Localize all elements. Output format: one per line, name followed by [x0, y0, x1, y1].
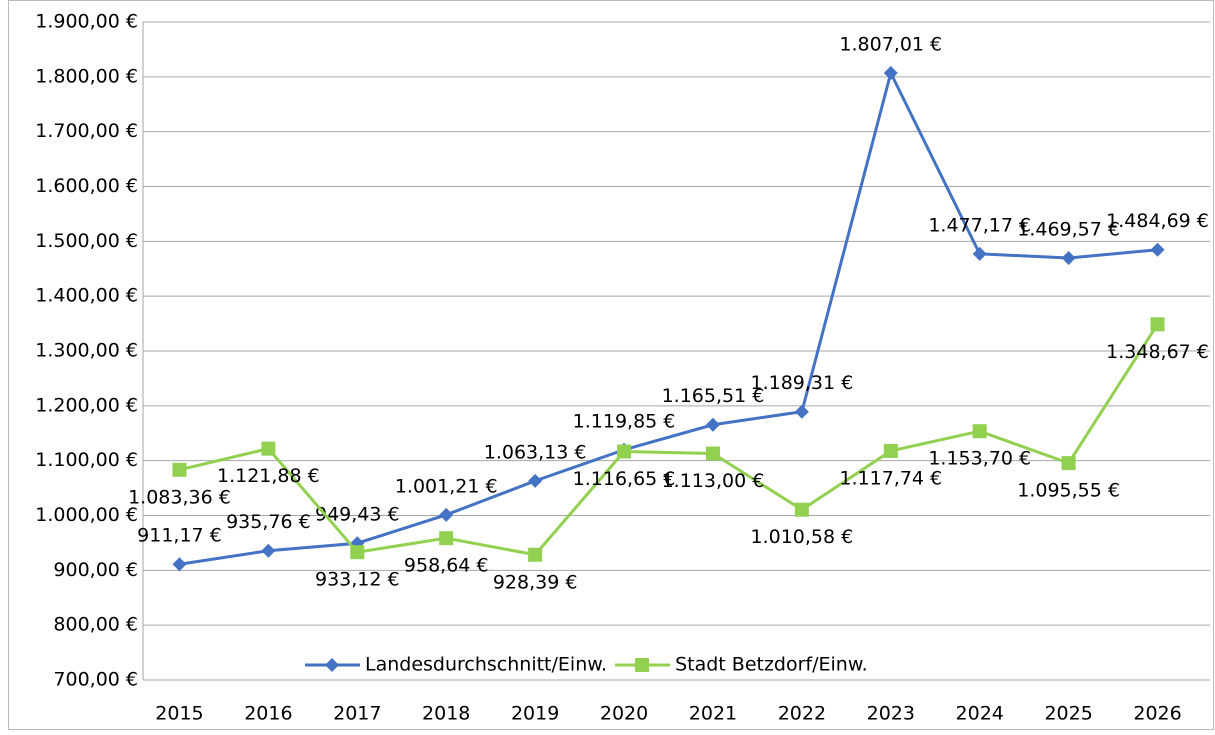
y-tick-label: 800,00 € — [53, 614, 138, 636]
marker — [794, 502, 809, 517]
marker — [1061, 251, 1076, 266]
y-tick-label: 1.600,00 € — [35, 175, 138, 197]
y-tick-label: 1.900,00 € — [35, 11, 138, 33]
marker — [883, 443, 898, 458]
marker — [528, 547, 543, 562]
y-tick-label: 900,00 € — [53, 559, 138, 581]
marker — [172, 462, 187, 477]
x-tick-label: 2017 — [333, 703, 381, 725]
y-tick-label: 1.000,00 € — [35, 504, 138, 526]
marker — [325, 658, 339, 672]
y-tick-label: 1.100,00 € — [35, 449, 138, 471]
data-label: 1.189,31 € — [751, 372, 854, 394]
marker — [439, 531, 454, 546]
data-label: 911,17 € — [137, 525, 222, 547]
marker — [1150, 317, 1165, 332]
marker — [972, 424, 987, 439]
y-tick-label: 1.800,00 € — [35, 65, 138, 87]
marker — [705, 417, 720, 432]
marker — [1150, 242, 1165, 257]
data-label: 933,12 € — [315, 569, 400, 591]
series-line — [179, 68, 1158, 566]
data-label: 1.484,69 € — [1106, 210, 1209, 232]
data-label: 1.083,36 € — [128, 486, 231, 508]
marker — [261, 543, 276, 558]
data-label: 1.165,51 € — [662, 385, 765, 407]
y-tick-label: 1.300,00 € — [35, 340, 138, 362]
marker — [350, 545, 365, 560]
data-label: 949,43 € — [315, 504, 400, 526]
data-label: 1.153,70 € — [928, 448, 1031, 470]
y-tick-label: 700,00 € — [53, 669, 138, 691]
marker — [635, 658, 650, 672]
x-tick-label: 2025 — [1044, 703, 1092, 725]
x-tick-label: 2022 — [778, 703, 826, 725]
data-label: 1.116,65 € — [573, 468, 676, 490]
x-tick-label: 2026 — [1133, 703, 1181, 725]
marker — [261, 441, 276, 456]
data-label: 1.477,17 € — [928, 214, 1031, 236]
marker — [439, 507, 454, 522]
x-tick-label: 2024 — [956, 703, 1004, 725]
data-label: 1.117,74 € — [839, 467, 942, 489]
x-tick-label: 2018 — [422, 703, 470, 725]
data-label: 1.121,88 € — [217, 465, 320, 487]
marker — [172, 557, 187, 572]
data-label: 958,64 € — [404, 555, 489, 577]
x-tick-label: 2015 — [155, 703, 203, 725]
legend-label: Stadt Betzdorf/Einw. — [675, 654, 868, 676]
data-label: 1.063,13 € — [484, 441, 587, 463]
x-tick-label: 2019 — [511, 703, 559, 725]
data-label: 1.469,57 € — [1017, 219, 1120, 241]
data-label: 1.010,58 € — [751, 526, 854, 548]
x-tick-label: 2016 — [244, 703, 292, 725]
data-label: 1.095,55 € — [1017, 480, 1120, 502]
y-tick-label: 1.500,00 € — [35, 230, 138, 252]
marker — [883, 65, 898, 80]
marker — [972, 246, 987, 261]
x-tick-label: 2020 — [600, 703, 648, 725]
marker — [1061, 456, 1076, 471]
marker — [528, 473, 543, 488]
y-tick-label: 1.400,00 € — [35, 285, 138, 307]
chart-frame — [8, 0, 1214, 730]
data-label: 1.807,01 € — [839, 33, 942, 55]
y-tick-label: 1.700,00 € — [35, 120, 138, 142]
series-line — [179, 323, 1159, 557]
marker — [794, 404, 809, 419]
data-label: 928,39 € — [493, 571, 578, 593]
data-label: 935,76 € — [226, 511, 311, 533]
marker — [705, 446, 720, 461]
data-label: 1.113,00 € — [662, 470, 765, 492]
data-label: 1.001,21 € — [395, 475, 498, 497]
marker — [617, 444, 632, 459]
data-label: 1.119,85 € — [573, 410, 676, 432]
x-tick-label: 2021 — [689, 703, 737, 725]
y-tick-label: 1.200,00 € — [35, 394, 138, 416]
data-label: 1.348,67 € — [1106, 341, 1209, 363]
legend-label: Landesdurchschnitt/Einw. — [365, 654, 607, 676]
x-tick-label: 2023 — [867, 703, 915, 725]
